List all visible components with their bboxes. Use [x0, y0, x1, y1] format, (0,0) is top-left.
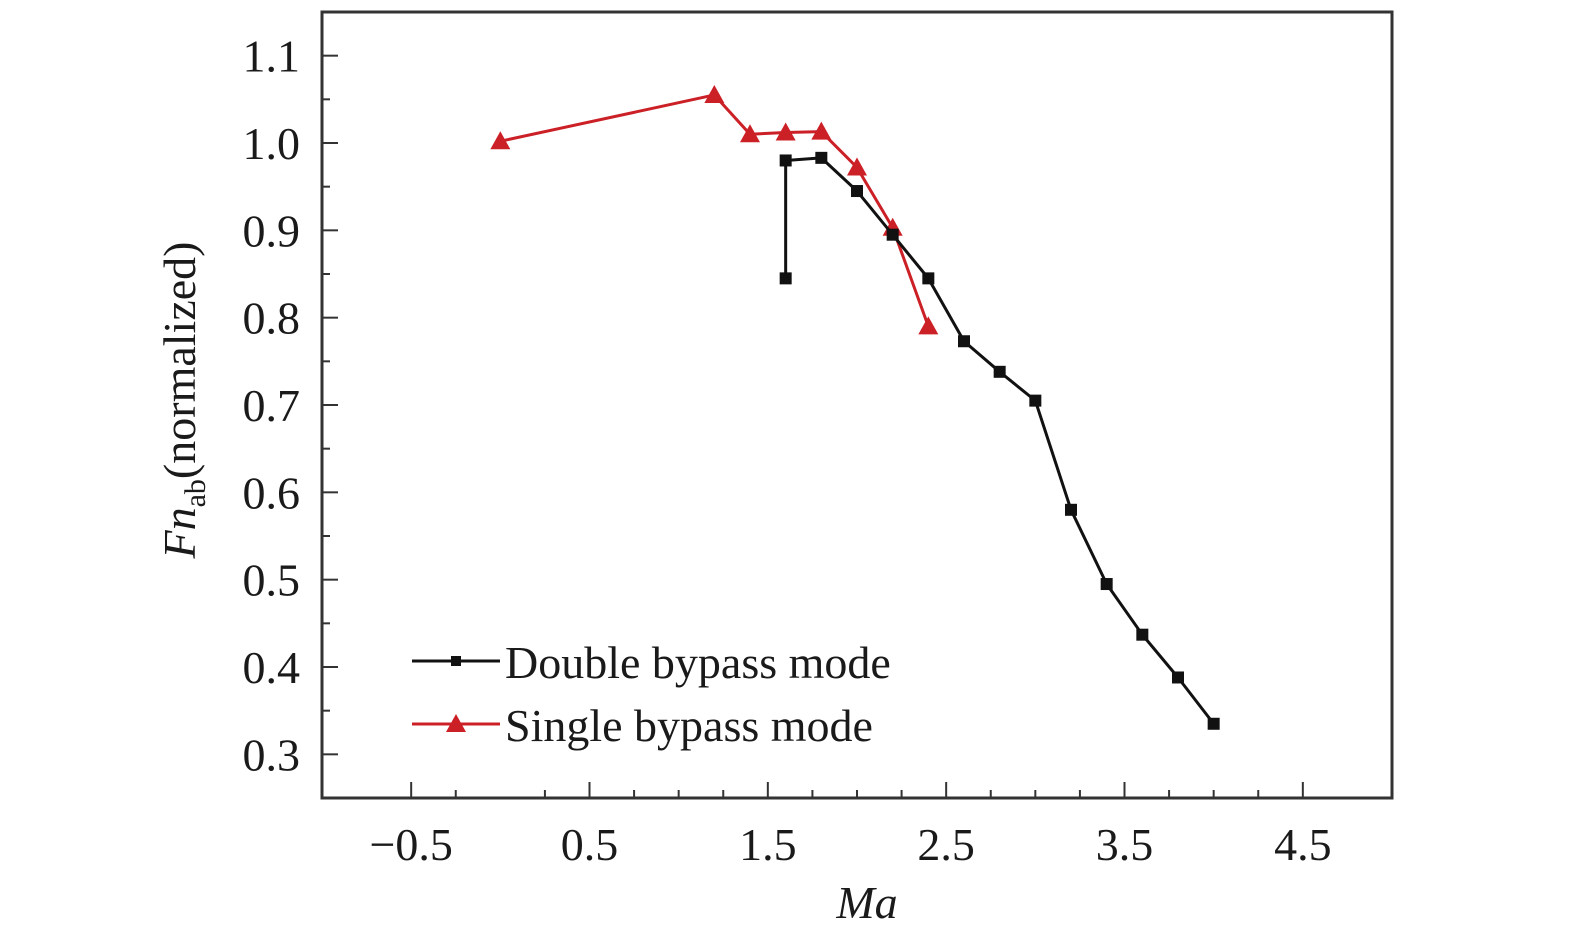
y-axis-title-subscript: ab [179, 479, 212, 507]
data-point [815, 151, 828, 164]
legend-marker-single-bypass [446, 714, 466, 732]
y-tick-label: 1.1 [243, 31, 301, 82]
data-point [847, 157, 867, 176]
y-tick-label: 0.6 [243, 467, 301, 518]
data-point [1172, 671, 1184, 684]
data-point [1207, 717, 1220, 730]
data-point [490, 131, 511, 150]
x-tick-label: −0.5 [369, 819, 452, 870]
y-axis-title-main: Fn [154, 507, 205, 559]
legend-marker-double-bypass [451, 656, 461, 666]
y-tick-label: 0.3 [243, 729, 301, 780]
legend-label-double-bypass: Double bypass mode [505, 637, 891, 688]
y-tick-label: 0.8 [243, 293, 301, 344]
x-tick-label: 3.5 [1096, 819, 1154, 870]
series-double-bypass-mode [779, 151, 1220, 730]
x-tick-label: 2.5 [917, 819, 975, 870]
legend-label-single-bypass: Single bypass mode [505, 700, 873, 751]
y-tick-label: 0.5 [243, 555, 301, 606]
y-tick-label: 0.4 [243, 642, 301, 693]
series-single-bypass-mode [490, 84, 939, 335]
data-point [1136, 628, 1149, 641]
series-line-single-bypass-mode [500, 93, 930, 327]
x-tick-label: 1.5 [739, 819, 797, 870]
data-point [775, 122, 796, 141]
data-point [922, 272, 935, 285]
axis-tick-labels: −0.5 0.5 1.5 2.5 3.5 4.5 0.3 0.4 0.5 0.6 0.7 0.8 0.9… [243, 31, 1332, 870]
data-point [1065, 503, 1077, 516]
data-point [811, 121, 832, 140]
data-point [993, 365, 1006, 378]
y-tick-label: 1.0 [243, 118, 301, 169]
data-point [851, 185, 863, 198]
y-tick-label: 0.7 [243, 380, 301, 431]
y-tick-label: 0.9 [243, 205, 301, 256]
legend: Double bypass mode Single bypass mode [412, 637, 891, 751]
plot-series [490, 84, 1220, 730]
y-axis-title-suffix: (normalized) [154, 242, 205, 480]
data-point [918, 316, 939, 335]
data-point [1100, 578, 1113, 591]
data-point [704, 84, 725, 103]
data-point [779, 272, 792, 285]
x-axis-title: Ma [835, 877, 897, 928]
data-point [958, 335, 970, 348]
data-point [779, 154, 792, 167]
x-tick-label: 4.5 [1274, 819, 1332, 870]
data-point [1029, 394, 1042, 407]
data-point [886, 228, 899, 241]
plot-frame [320, 10, 1394, 800]
data-point [740, 124, 760, 143]
x-tick-label: 0.5 [561, 819, 619, 870]
y-axis-title: Fnab(normalized) [154, 242, 212, 560]
